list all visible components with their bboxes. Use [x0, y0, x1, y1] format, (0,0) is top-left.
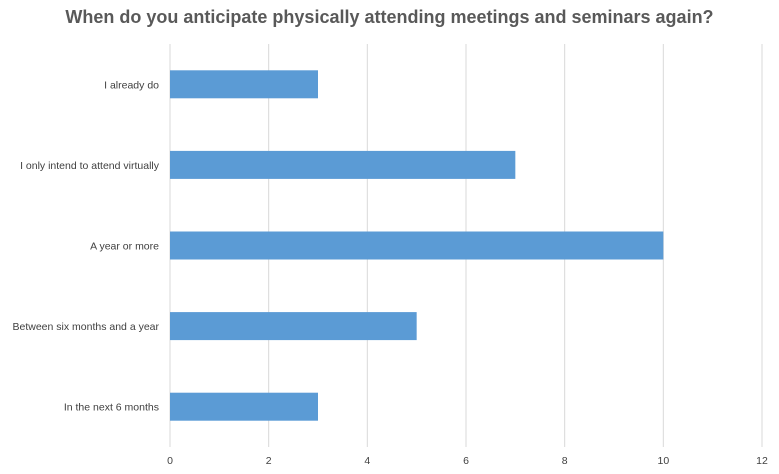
bar	[170, 70, 318, 99]
x-tick-label: 12	[756, 455, 768, 467]
category-labels: I already do I only intend to attend virt…	[13, 79, 160, 413]
chart-title: When do you anticipate physically attend…	[65, 7, 714, 27]
bar	[170, 150, 516, 179]
bars	[170, 70, 664, 421]
category-label: I only intend to attend virtually	[20, 160, 160, 172]
bar	[170, 392, 318, 421]
category-label: A year or more	[90, 241, 159, 253]
bar	[170, 312, 417, 341]
x-tick-label: 8	[562, 455, 568, 467]
category-label: I already do	[104, 79, 159, 91]
category-label: In the next 6 months	[64, 402, 159, 414]
x-tick-label: 0	[167, 455, 173, 467]
category-label: Between six months and a year	[13, 321, 160, 333]
x-tick-label: 2	[266, 455, 272, 467]
x-tick-label: 10	[657, 455, 669, 467]
x-tick-label: 4	[364, 455, 370, 467]
bar	[170, 231, 664, 260]
x-tick-label: 6	[463, 455, 469, 467]
x-tick-labels: 0 2 4 6 8 10 12	[167, 455, 768, 467]
